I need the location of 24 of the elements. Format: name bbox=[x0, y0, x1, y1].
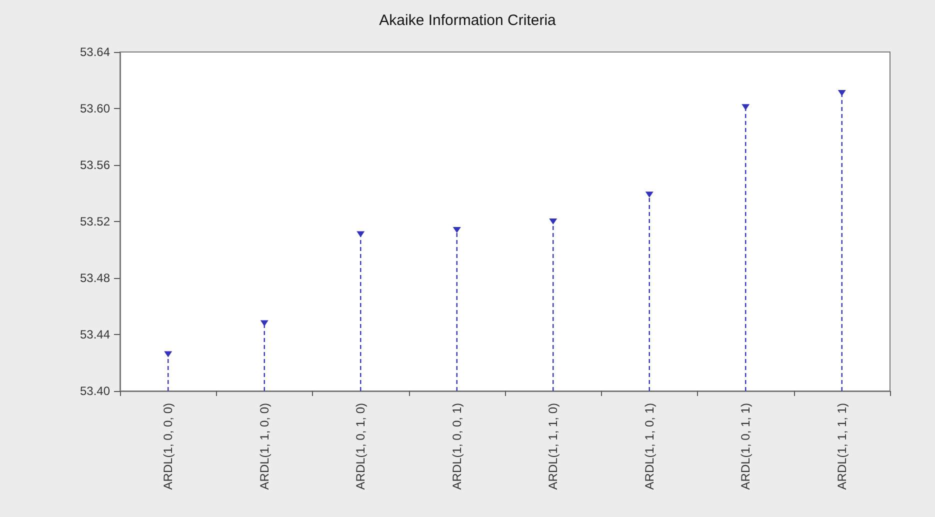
point bbox=[164, 351, 172, 358]
x-tick-label: ARDL(1, 0, 0, 1) bbox=[450, 403, 464, 490]
x-tick-label: ARDL(1, 0, 0, 0) bbox=[161, 403, 176, 490]
x-tick-label: ARDL(1, 1, 1, 0) bbox=[546, 403, 560, 490]
point bbox=[260, 320, 268, 326]
x-tick-label: ARDL(1, 1, 1, 1) bbox=[834, 403, 849, 490]
point bbox=[549, 218, 558, 224]
point bbox=[838, 90, 846, 96]
y-tick-label: 53.60 bbox=[80, 102, 110, 116]
x-tick-label: ARDL(1, 0, 1, 0) bbox=[354, 403, 368, 490]
chart-title: Akaike Information Criteria bbox=[379, 12, 557, 29]
y-tick-label: 53.44 bbox=[80, 328, 110, 342]
point bbox=[452, 226, 461, 233]
x-tick-label: ARDL(1, 0, 1, 1) bbox=[738, 403, 753, 490]
point bbox=[645, 192, 654, 198]
point bbox=[356, 231, 365, 238]
y-tick-label: 53.40 bbox=[80, 384, 110, 398]
y-tick-label: 53.56 bbox=[80, 158, 110, 172]
y-tick-label: 53.64 bbox=[80, 45, 110, 59]
x-tick-label: ARDL(1, 1, 0, 0) bbox=[257, 403, 272, 490]
x-tick-label: ARDL(1, 1, 0, 1) bbox=[642, 403, 656, 490]
y-tick-label: 53.48 bbox=[80, 271, 110, 285]
point bbox=[742, 104, 750, 110]
y-tick-label: 53.52 bbox=[80, 214, 110, 228]
